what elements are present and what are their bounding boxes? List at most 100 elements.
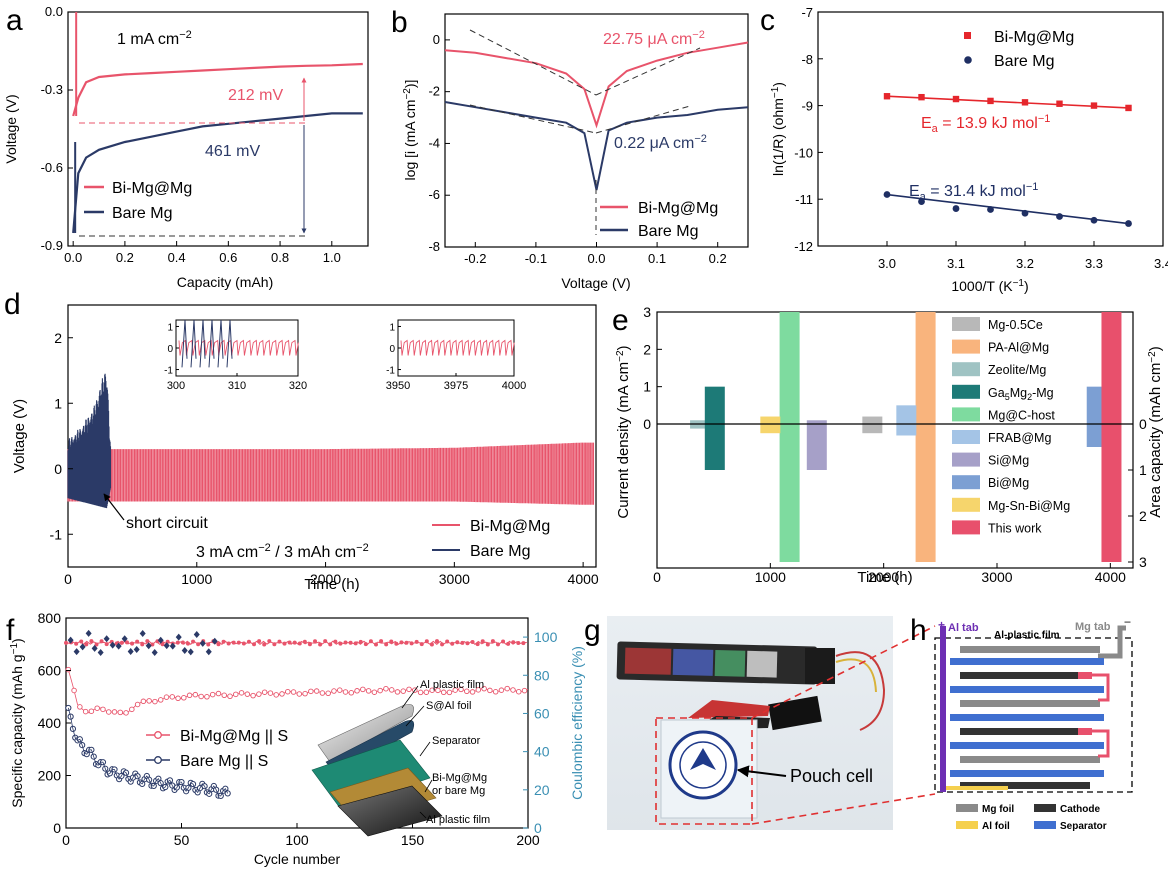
- legend-label-navy: Bare Mg: [638, 223, 698, 240]
- callout-1: [401, 685, 419, 709]
- pouch-outline: [934, 637, 1133, 793]
- ea-sub: a: [920, 191, 927, 203]
- y-axis-label: Voltage (V): [11, 399, 28, 473]
- x-axis-label: Cycle number: [254, 851, 341, 867]
- ce-point-bi-mg: [231, 640, 236, 645]
- capacity-point-bi-mg: [163, 694, 170, 700]
- y-tick-label: -0.6: [41, 160, 63, 175]
- ce-point-bare-mg: [79, 643, 86, 651]
- cathode-bridge-1: [1092, 673, 1110, 702]
- panel-letter: h: [910, 614, 927, 647]
- ce-point-bi-mg: [379, 639, 384, 644]
- x-axis-label: Voltage (V): [561, 275, 630, 291]
- cathode-tab-1: [1078, 672, 1092, 679]
- al-tab: [940, 626, 946, 792]
- legend-label-navy: Bare Mg: [112, 205, 172, 222]
- capacity-point-bi-mg: [82, 708, 89, 715]
- capacity-point-bi-mg: [336, 687, 343, 693]
- stack-layer-4: [960, 700, 1100, 707]
- ce-point-bi-mg: [257, 639, 262, 644]
- legend-swatch-9: [952, 520, 980, 535]
- bar-capacity-3: [704, 424, 725, 470]
- ce-point-bi-mg: [216, 642, 221, 647]
- capacity-point-bi-mg: [152, 698, 158, 705]
- x-tick-label: 0.2: [116, 250, 134, 265]
- ce-point-bi-mg: [84, 642, 89, 647]
- x-tick-label: 3.0: [878, 256, 896, 271]
- x-tick-label: 0: [64, 571, 72, 587]
- inset-x-tick-label: 310: [228, 380, 246, 392]
- y-tick-label: 800: [38, 610, 62, 626]
- ce-point-bi-mg: [343, 640, 348, 645]
- led-glow-green: [714, 649, 746, 677]
- ce-point-bi-mg: [145, 639, 150, 644]
- capacity-point-bi-mg: [417, 689, 424, 696]
- panel-letter: b: [391, 6, 408, 39]
- capacity-point-bi-mg: [227, 693, 233, 700]
- ce-point-bi-mg: [226, 641, 231, 646]
- panel-d: d 0 1000 2000 3000 4000 210-1 Time (h) Volta…: [4, 288, 599, 593]
- inset-x-tick-label: 4000: [502, 380, 526, 392]
- condition-label: 1 mA cm−2: [117, 29, 192, 48]
- red-wire: [835, 651, 886, 731]
- mg-tab-minus: −: [1124, 615, 1131, 629]
- inset-y-tick-label: 0: [167, 344, 173, 355]
- pouch-label: Pouch cell: [790, 766, 873, 786]
- data-point-bi-mg: [883, 93, 891, 100]
- xlabel-sup: −1: [1013, 278, 1025, 289]
- annotation-sup: −2: [692, 29, 705, 41]
- y-tick-label: -6: [428, 187, 440, 202]
- ce-point-bi-mg: [104, 642, 109, 647]
- y-tick-label: -2: [428, 84, 440, 99]
- bar-current-5: [896, 405, 917, 424]
- inset-curve-bare-mg: [181, 319, 233, 368]
- layer-label-6: Al plastic film: [426, 814, 490, 826]
- ce-point-bi-mg: [236, 640, 241, 645]
- annotation-461mv: 461 mV: [205, 143, 260, 160]
- legend-label-navy: Bare Mg: [994, 53, 1054, 70]
- inset-ticks-2: 3950 3975 4000 1 0 -1: [386, 322, 526, 392]
- layer-al-film-top: [317, 704, 414, 763]
- ce-point-bi-mg: [368, 639, 373, 644]
- ce-point-bi-mg: [460, 640, 465, 645]
- y-tick-label: 2: [643, 341, 651, 357]
- inset-y-tick-label: 1: [167, 322, 173, 333]
- legend-marker-red: [964, 32, 971, 39]
- ce-point-bi-mg: [480, 639, 485, 644]
- data-point-bare-mg: [987, 206, 994, 213]
- annotation-text: 22.75 μA cm: [603, 31, 692, 48]
- capacity-point-bi-mg: [65, 666, 72, 673]
- legend-label-0: Mg-0.5Ce: [988, 318, 1043, 332]
- ce-point-bi-mg: [185, 641, 190, 646]
- capacity-point-bi-mg: [475, 687, 482, 693]
- ea-e: E: [921, 115, 932, 132]
- stack-layer-1: [950, 658, 1104, 665]
- ce-point-bi-mg: [180, 640, 185, 645]
- ce-point-bare-mg: [163, 642, 170, 650]
- capacity-point-bi-mg: [261, 689, 268, 695]
- data-point-bi-mg: [918, 93, 925, 101]
- legend-label-9: This work: [988, 521, 1042, 535]
- capacity-point-bi-mg: [71, 687, 77, 694]
- cond-mid: / 3 mAh cm: [271, 544, 356, 561]
- capacity-point-bi-mg: [348, 690, 355, 696]
- emblem-wings: [690, 748, 716, 770]
- capacity-line-bare-mg: [67, 707, 229, 797]
- legend: Mg-0.5Ce PA-Al@Mg Zeolite/Mg Ga5Mg2-Mg Mg@C-…: [952, 317, 1070, 535]
- series-line-bare-mg: [444, 101, 749, 191]
- legend-swatch-mg: [956, 804, 978, 812]
- y-ticks: 3 2 1 0: [643, 304, 662, 432]
- ce-point-bi-mg: [424, 639, 429, 644]
- ce-point-bi-mg: [404, 640, 409, 645]
- ce-point-bi-mg: [313, 639, 318, 644]
- mg-tab: [1098, 625, 1126, 659]
- stack-layer-5: [950, 714, 1104, 721]
- x-tick-label: 3000: [439, 571, 470, 587]
- capacity-point-bi-mg: [331, 688, 337, 694]
- inset-x-tick-label: 3975: [444, 380, 468, 392]
- zoom-line-top: [751, 625, 936, 719]
- ce-point-bi-mg: [353, 641, 358, 646]
- ea-sup: −1: [1026, 181, 1039, 193]
- x-tick-label: 3000: [981, 569, 1012, 585]
- x-tick-label: 0.8: [271, 250, 289, 265]
